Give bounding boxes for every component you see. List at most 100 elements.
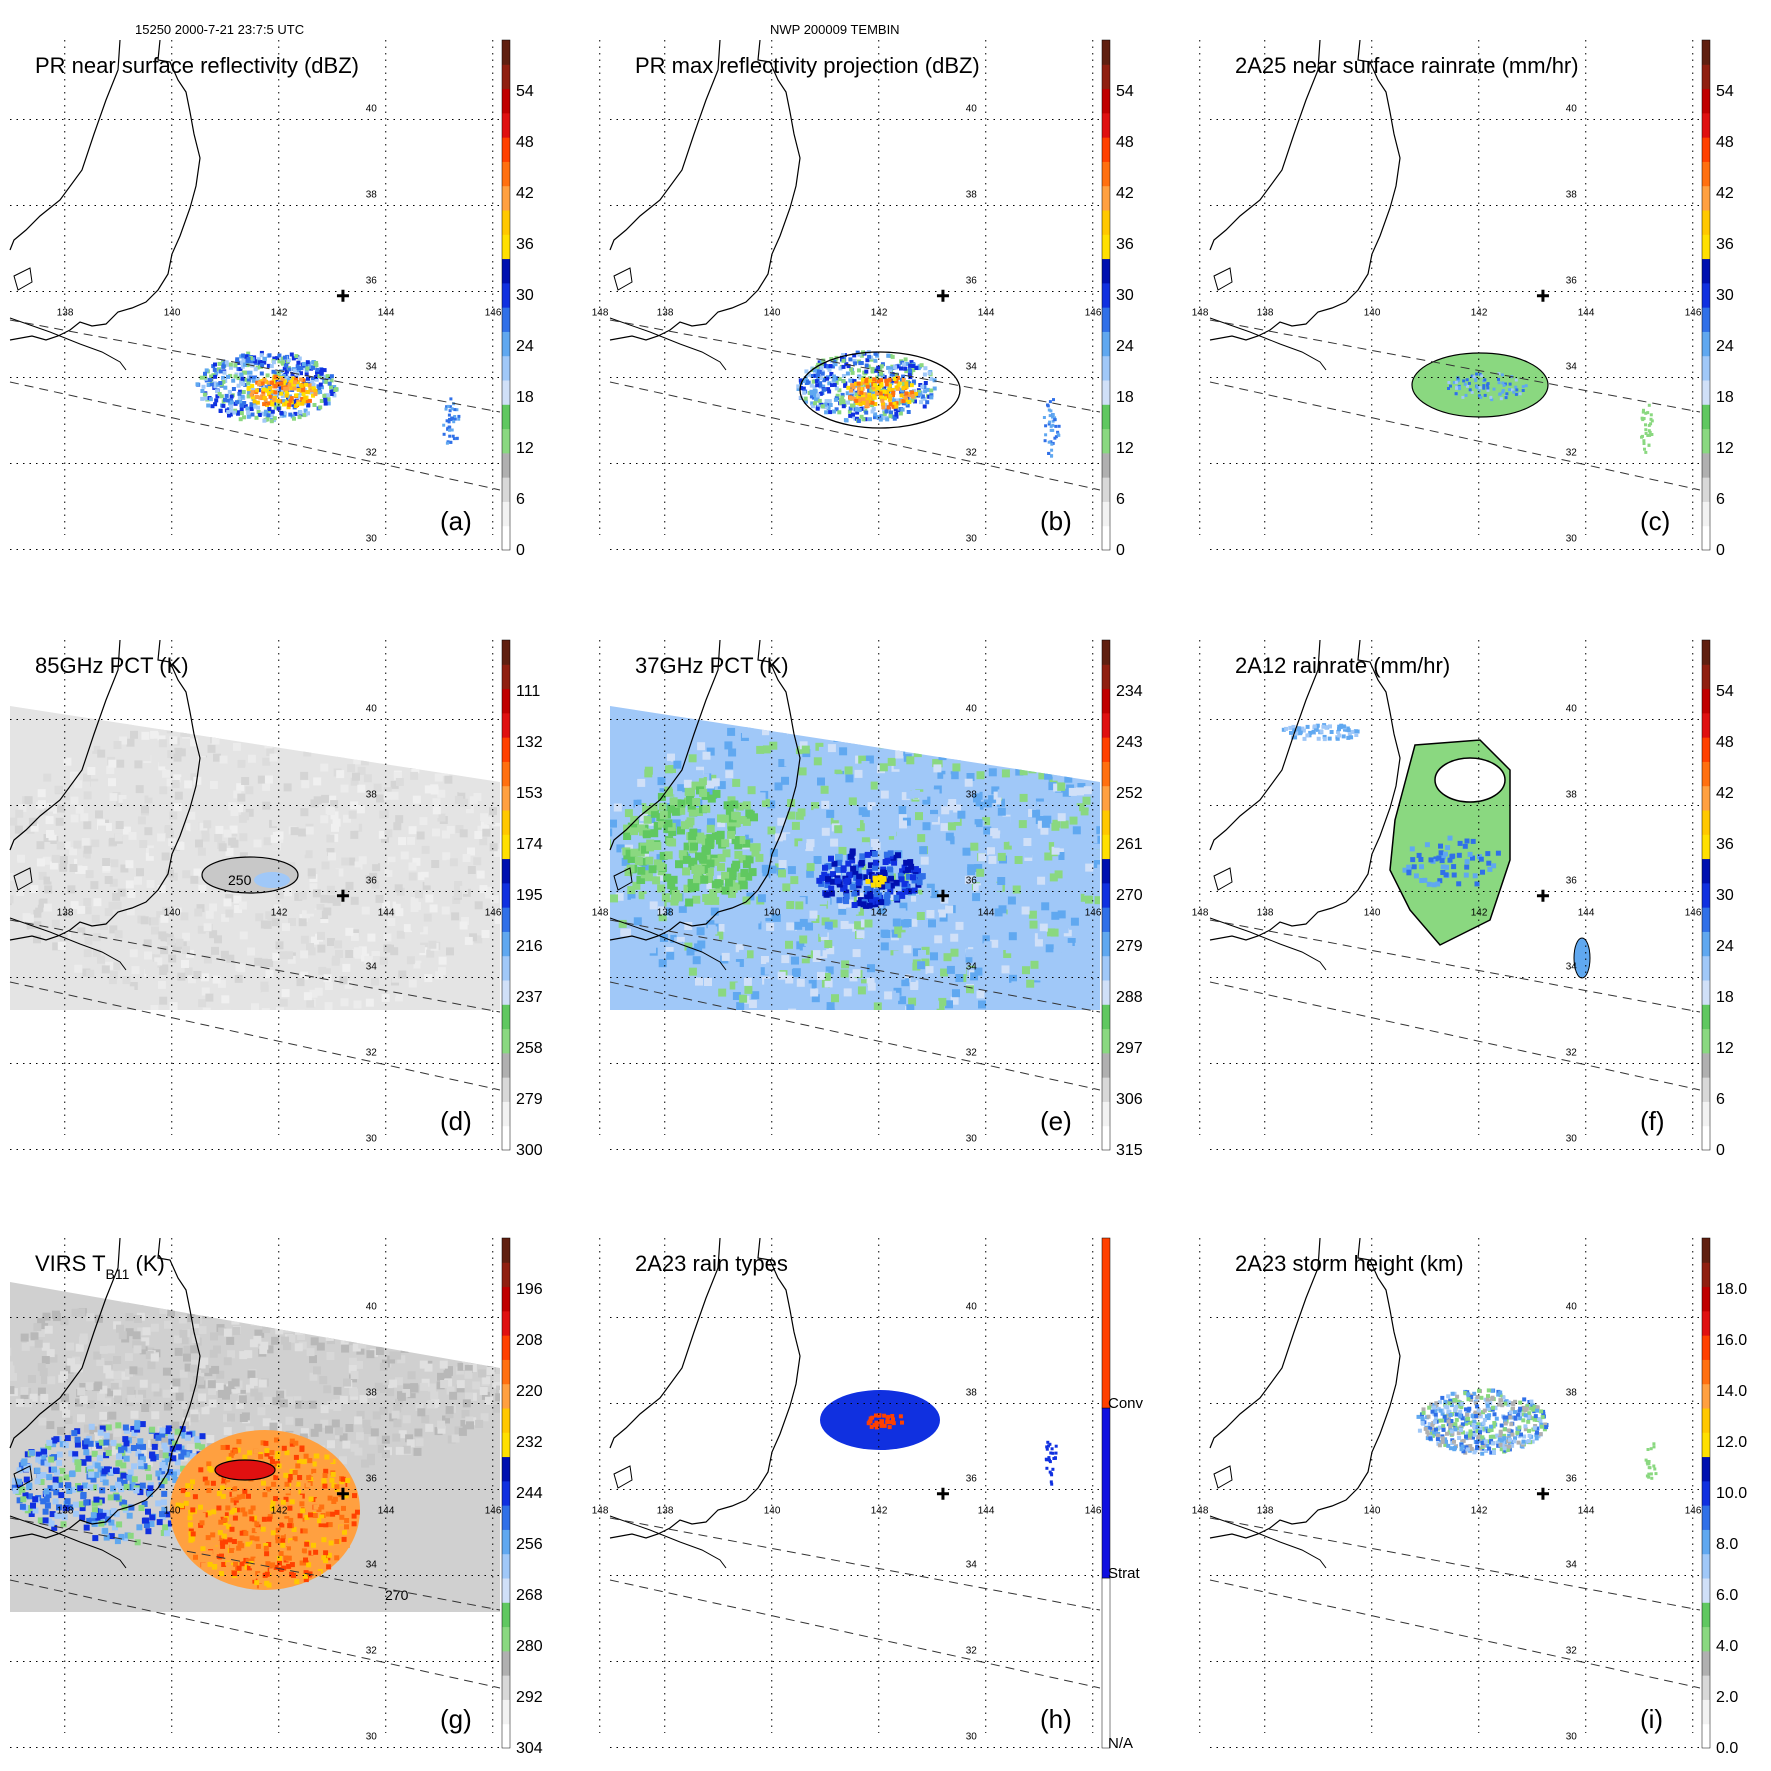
pct37-swath-pixel (908, 997, 917, 1006)
pct37-swath-pixel (806, 879, 815, 888)
radar-pixel (909, 360, 914, 365)
rain-pixel (1477, 394, 1481, 398)
radar-pixel (889, 366, 894, 371)
pct85-swath-pixel (342, 741, 350, 750)
pct37-swath-pixel (934, 759, 943, 768)
pct85-swath-pixel (109, 925, 118, 934)
radar-pixel (839, 397, 843, 402)
radar-pixel (822, 378, 827, 383)
virs-pixel (485, 1396, 493, 1405)
pct85-swath-pixel (479, 885, 488, 894)
pct37-swath-pixel (1008, 744, 1017, 753)
lat-label: 32 (966, 448, 978, 459)
pct37-swath-pixel (942, 841, 951, 850)
radar-pixel (841, 399, 846, 404)
pct37-swath-pixel (852, 820, 860, 828)
colorbar-tick-label: 54 (516, 83, 534, 100)
pct85-swath-pixel (265, 970, 274, 979)
pct85-swath-pixel (360, 757, 369, 766)
pct85-swath-pixel (225, 706, 234, 714)
pct37-swath-pixel (906, 806, 915, 815)
rain-pixel (1312, 724, 1317, 729)
colorbar-segment (502, 931, 510, 957)
radar-pixel (221, 375, 226, 380)
pct37-swath-pixel (1028, 765, 1037, 774)
rain-pixel (1514, 378, 1518, 382)
pct37-swath-pixel (936, 1002, 945, 1010)
colorbar-tick-label: 216 (516, 938, 543, 955)
swath-edge (609, 919, 1101, 1013)
virs-pixel (167, 1308, 175, 1317)
pct85-swath-pixel (361, 906, 370, 915)
virs-pixel (138, 1389, 147, 1398)
pct37-swath-pixel (971, 785, 980, 794)
radar-pixel (302, 413, 307, 418)
virs-pixel (453, 1349, 462, 1358)
rain-pixel (1424, 842, 1430, 848)
pct85-swath-pixel (160, 753, 169, 762)
pct37-swath-pixel (774, 980, 783, 989)
pct37-swath-pixel (829, 1009, 838, 1010)
virs-pixel (276, 1390, 285, 1399)
pct85-swath-pixel (239, 833, 248, 842)
pct85-swath-pixel (239, 931, 248, 940)
colorbar-segment (502, 785, 510, 811)
pct37-swath-pixel (856, 823, 865, 832)
rain-area (1411, 352, 1549, 418)
radar-pixel (911, 379, 916, 384)
virs-pixel (441, 1311, 450, 1320)
pct85-swath-pixel (30, 823, 39, 832)
pct85-swath-pixel (282, 923, 290, 932)
radar-pixel (919, 400, 924, 405)
radar-pixel (929, 388, 934, 393)
radar-pixel (838, 400, 843, 405)
radar-pixel (843, 381, 848, 386)
pct37-swath-pixel (997, 789, 1006, 798)
radar-pixel (240, 403, 244, 408)
virs-pixel (139, 1379, 148, 1388)
radar-pixel (253, 367, 258, 372)
rain-pixel (1289, 730, 1293, 735)
pct37-swath-pixel (1057, 813, 1066, 822)
lat-label: 36 (966, 876, 978, 887)
rain-pixel (1440, 864, 1446, 870)
virs-pixel (308, 1400, 317, 1409)
pct37-swath-pixel (1036, 801, 1045, 810)
pct85-swath-pixel (343, 814, 351, 823)
radar-pixel (303, 408, 308, 413)
pct85-swath-pixel (212, 716, 221, 725)
radar-pixel (864, 363, 869, 368)
pct37-pixel (739, 881, 748, 890)
pct37-swath-pixel (847, 742, 856, 751)
pct37-swath-pixel (637, 778, 646, 787)
virs-pixel (374, 1382, 383, 1391)
swath-edge (1209, 381, 1701, 491)
pct37-swath-pixel (706, 930, 715, 939)
pct85-swath-pixel (56, 804, 65, 813)
radar-core-pixel (864, 379, 869, 384)
coastline (609, 639, 721, 851)
pct37-swath-pixel (1072, 826, 1081, 835)
lat-label: 38 (1566, 190, 1578, 201)
radar-pixel (903, 357, 908, 362)
virs-pixel (20, 1333, 29, 1342)
rain-pixel (1422, 877, 1428, 883)
radar-pixel (879, 364, 884, 369)
colorbar-segment (502, 137, 510, 162)
pct37-swath-pixel (644, 894, 653, 902)
pct85-swath-pixel (187, 901, 196, 910)
pct37-swath-pixel (973, 794, 981, 803)
colorbar-segment (1702, 1101, 1710, 1127)
radar-core-pixel (910, 390, 915, 395)
radar-pixel (228, 373, 233, 378)
pct37-swath-pixel (878, 724, 887, 732)
pct37-pixel (877, 874, 883, 880)
pct37-swath-pixel (940, 874, 949, 883)
radar-pixel (1057, 424, 1061, 428)
pct37-swath-pixel (1045, 944, 1054, 953)
pct37-swath-pixel (834, 825, 843, 834)
radar-pixel (238, 389, 243, 394)
pct37-swath-pixel (777, 817, 786, 826)
pct85-swath-pixel (83, 821, 92, 830)
